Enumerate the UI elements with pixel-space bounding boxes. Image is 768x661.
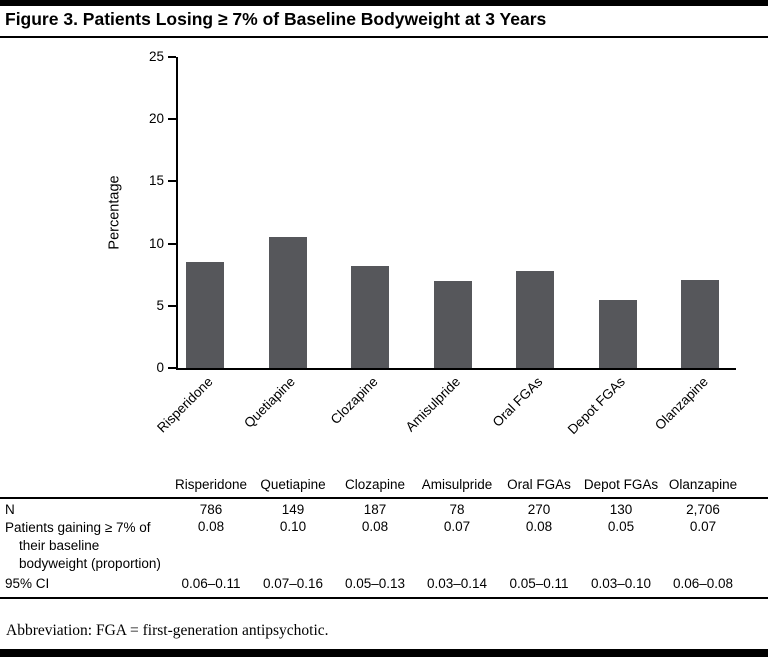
table-cell: 786 <box>199 502 223 517</box>
y-tick-label: 20 <box>148 111 164 127</box>
y-tick-label: 10 <box>148 235 164 251</box>
y-tick-label: 15 <box>148 173 164 189</box>
y-axis-label: Percentage <box>106 175 123 250</box>
table-cell: 0.03–0.10 <box>590 575 652 591</box>
title-divider <box>0 36 768 38</box>
table-cell: 0.06–0.08 <box>672 575 734 591</box>
table-cell: 0.08 <box>361 519 389 534</box>
x-axis-label: Amisulpride <box>402 374 464 435</box>
table-column-header: Depot FGAs <box>583 477 659 492</box>
bar-oral-fgas <box>516 270 554 368</box>
table-column-header: Olanzapine <box>668 477 738 492</box>
y-tick-label: 5 <box>156 297 164 313</box>
table-row-label: Patients gaining ≥ 7% of their baseline … <box>5 520 161 572</box>
table-cell: 0.03–0.14 <box>426 575 488 591</box>
table-column-header: Quetiapine <box>260 477 326 492</box>
bar-depot-fgas <box>598 299 637 368</box>
table-cell: 130 <box>609 502 633 517</box>
table-column-header: Oral FGAs <box>507 477 571 492</box>
bar-olanzapine <box>681 279 719 368</box>
table-header-row: Risperidone Quetiapine Clozapine Amisulprid… <box>0 477 768 499</box>
table-cell: 0.10 <box>279 519 307 534</box>
y-tick <box>168 56 176 58</box>
x-axis-label: Risperidone <box>154 374 216 436</box>
y-tick-label: 25 <box>148 49 164 64</box>
y-tick-label: 0 <box>156 360 164 375</box>
data-table: Risperidone Quetiapine Clozapine Amisulprid… <box>0 477 768 599</box>
table-cell: 0.08 <box>525 519 553 534</box>
bar-amisulpride <box>433 280 472 368</box>
table-cell: 0.07 <box>443 519 471 534</box>
y-tick <box>168 304 176 307</box>
x-axis-label: Olanzapine <box>651 374 711 433</box>
y-tick <box>168 180 176 183</box>
table-cell: 149 <box>281 502 305 517</box>
plot-area: 0 5 10 15 20 25 <box>149 49 736 375</box>
table-corner-cell <box>0 477 170 492</box>
y-tick <box>168 118 176 121</box>
x-axis-labels: Risperidone Quetiapine Clozapine Amisulprid… <box>154 374 736 452</box>
table-cell: 0.05–0.11 <box>509 575 569 591</box>
table-row-2: 95% CI 0.06–0.11 0.07–0.16 0.05–0.13 0.03–0.… <box>0 576 768 591</box>
table-cell: 187 <box>363 502 387 517</box>
table-column-header: Amisulpride <box>421 477 493 492</box>
y-tick <box>168 242 176 245</box>
bar-risperidone <box>186 262 224 368</box>
table-body: N 786 149 187 78 270 130 2,706 Patients gaining … <box>0 499 768 599</box>
table-cell: 270 <box>527 502 551 517</box>
table-row-label: 95% CI <box>5 575 50 591</box>
table-column-header: Risperidone <box>174 477 248 492</box>
table-cell: 0.05 <box>607 519 635 534</box>
x-axis-label: Oral FGAs <box>489 374 546 430</box>
table-cell: 2,706 <box>686 502 720 517</box>
table-column-header: Clozapine <box>344 477 406 492</box>
table-cell: 0.07–0.16 <box>262 575 324 591</box>
table-cell: 78 <box>449 502 465 517</box>
top-border-bar <box>0 0 768 6</box>
table-cell: 0.05–0.13 <box>344 575 406 591</box>
table-cell: 0.08 <box>197 519 225 534</box>
bar-quetiapine <box>268 237 307 368</box>
figure-title: Figure 3. Patients Losing ≥ 7% of Baseli… <box>5 9 547 29</box>
bottom-border-bar <box>0 649 768 657</box>
bar-clozapine <box>351 266 389 368</box>
y-tick <box>168 367 176 369</box>
table-row-label: N <box>5 502 15 517</box>
table-cell: 0.06–0.11 <box>181 575 241 591</box>
table-cell: 0.07 <box>689 519 717 534</box>
table-row-1: Patients gaining ≥ 7% of their baseline … <box>0 519 768 574</box>
table-row-0: N 786 149 187 78 270 130 2,706 <box>0 502 768 517</box>
x-axis-label: Quetiapine <box>241 374 299 431</box>
x-axis-label: Depot FGAs <box>564 374 629 438</box>
abbreviation-note: Abbreviation: FGA = first-generation ant… <box>6 622 329 639</box>
x-axis-label: Clozapine <box>327 374 381 428</box>
